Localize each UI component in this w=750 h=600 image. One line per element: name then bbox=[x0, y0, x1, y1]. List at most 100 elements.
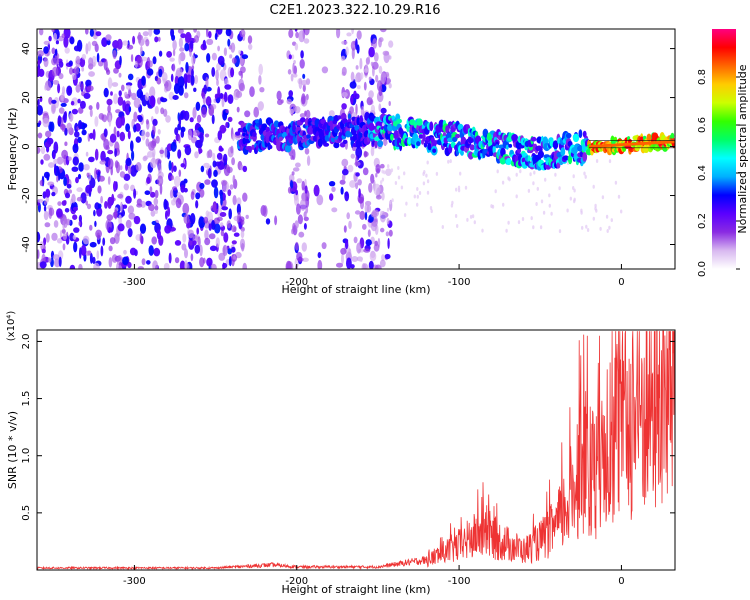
noise-blob bbox=[61, 33, 66, 38]
noise-blob bbox=[82, 235, 90, 245]
colorbar-label: Normalized spectral amplitude bbox=[736, 64, 749, 233]
noise-blob bbox=[351, 29, 354, 35]
noise-blob bbox=[342, 168, 349, 176]
signal-blob bbox=[492, 145, 496, 155]
noise-blob bbox=[157, 36, 161, 42]
noise-blob bbox=[294, 43, 299, 51]
noise-blob bbox=[47, 257, 52, 263]
noise-blob bbox=[199, 132, 204, 144]
noise-blob bbox=[368, 90, 374, 99]
noise-blob bbox=[62, 243, 66, 251]
noise-blob bbox=[63, 36, 69, 48]
signal-blob bbox=[356, 117, 361, 126]
colorbar-tick-label: 0.2 bbox=[697, 213, 708, 229]
noise-blob bbox=[113, 126, 117, 136]
noise-blob bbox=[386, 78, 390, 85]
noise-blob bbox=[141, 258, 146, 266]
noise-blob bbox=[37, 231, 41, 243]
noise-blob bbox=[48, 207, 55, 216]
noise-blob bbox=[227, 189, 232, 197]
noise-blob bbox=[295, 162, 301, 168]
noise-blob bbox=[73, 45, 81, 52]
noise-blob bbox=[280, 99, 284, 104]
noise-blob bbox=[206, 29, 209, 38]
signal-blob bbox=[429, 121, 434, 132]
noise-blob bbox=[303, 211, 307, 219]
noise-blob bbox=[388, 82, 392, 89]
noise-blob bbox=[85, 79, 92, 88]
noise-blob bbox=[118, 90, 122, 97]
noise-blob bbox=[41, 248, 46, 254]
noise-blob bbox=[83, 123, 88, 128]
noise-blob bbox=[301, 180, 305, 191]
noise-blob bbox=[91, 40, 98, 47]
noise-blob bbox=[199, 188, 205, 198]
noise-blob bbox=[351, 256, 359, 262]
noise-blob bbox=[184, 248, 188, 259]
x-tick-label: -200 bbox=[285, 277, 308, 288]
noise-blob bbox=[298, 78, 303, 90]
signal-blob bbox=[252, 131, 257, 137]
noise-blob bbox=[144, 92, 150, 102]
noise-blob bbox=[238, 50, 242, 55]
noise-blob bbox=[217, 86, 221, 98]
noise-blob bbox=[119, 131, 126, 142]
noise-blob bbox=[540, 199, 544, 204]
signal-blob bbox=[396, 118, 403, 124]
noise-blob bbox=[189, 40, 194, 49]
noise-blob bbox=[43, 57, 49, 68]
signal-blob bbox=[527, 155, 531, 163]
noise-blob bbox=[72, 206, 78, 212]
noise-blob bbox=[157, 163, 162, 174]
noise-blob bbox=[65, 218, 71, 226]
noise-blob bbox=[102, 237, 106, 246]
noise-blob bbox=[94, 148, 99, 161]
noise-blob bbox=[223, 91, 228, 103]
noise-blob bbox=[151, 236, 157, 245]
noise-blob bbox=[133, 215, 141, 225]
noise-blob bbox=[340, 55, 346, 61]
noise-blob bbox=[169, 189, 174, 199]
noise-blob bbox=[45, 233, 50, 243]
noise-blob bbox=[140, 45, 143, 55]
noise-blob bbox=[253, 106, 259, 118]
x-tick-label: -300 bbox=[123, 576, 146, 587]
noise-blob bbox=[494, 189, 497, 194]
noise-blob bbox=[68, 189, 72, 194]
signal-band bbox=[236, 111, 675, 171]
noise-blob bbox=[353, 236, 358, 244]
noise-blob bbox=[121, 84, 125, 92]
noise-blob bbox=[519, 169, 522, 174]
noise-blob bbox=[183, 73, 188, 85]
signal-blob bbox=[537, 150, 545, 159]
noise-blob bbox=[48, 96, 53, 105]
noise-blob bbox=[235, 131, 241, 136]
noise-blob bbox=[220, 222, 224, 228]
noise-blob bbox=[265, 218, 271, 225]
noise-blob bbox=[149, 86, 156, 99]
noise-blob bbox=[217, 45, 221, 52]
noise-blob bbox=[172, 63, 176, 72]
noise-blob bbox=[382, 140, 388, 146]
signal-blob bbox=[578, 129, 583, 139]
noise-blob bbox=[114, 148, 117, 158]
noise-blob bbox=[163, 262, 170, 269]
noise-blob bbox=[54, 48, 58, 56]
noise-blob bbox=[61, 228, 66, 234]
noise-blob bbox=[71, 73, 77, 81]
y-tick-label: 40 bbox=[21, 42, 32, 55]
noise-blob bbox=[58, 61, 64, 68]
noise-blob bbox=[194, 244, 201, 254]
noise-blob bbox=[89, 29, 94, 37]
noise-blob bbox=[416, 187, 419, 191]
noise-blob bbox=[88, 71, 95, 77]
noise-blob bbox=[178, 53, 182, 65]
noise-blob bbox=[89, 108, 93, 118]
noise-blob bbox=[343, 225, 347, 233]
noise-blob bbox=[141, 129, 146, 141]
signal-blob bbox=[495, 144, 499, 149]
noise-blob bbox=[153, 197, 159, 206]
noise-blob bbox=[192, 107, 197, 119]
noise-blob bbox=[507, 176, 510, 181]
noise-blob bbox=[385, 231, 390, 237]
